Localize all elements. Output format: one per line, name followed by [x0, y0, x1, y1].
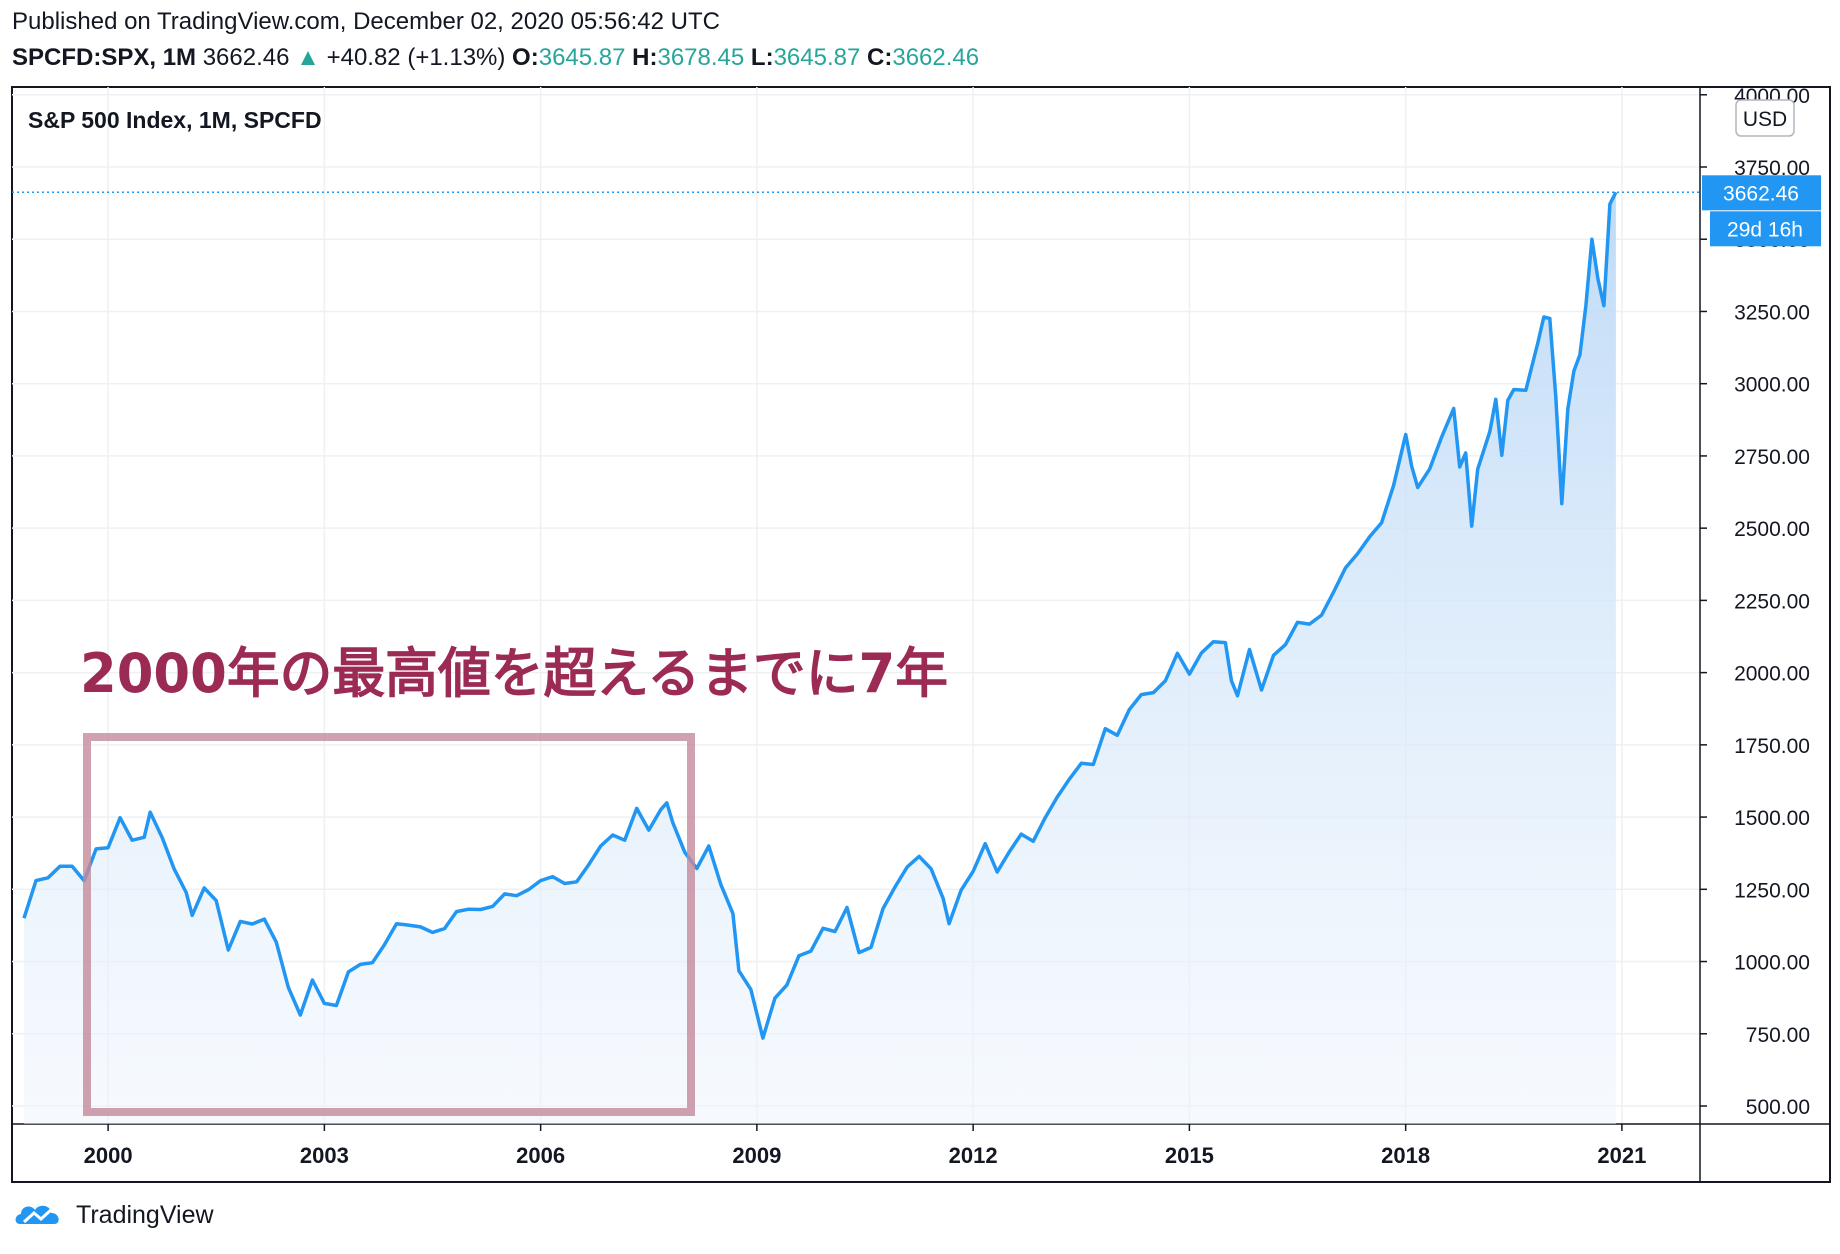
y-tick-label: 750.00 [1746, 1024, 1810, 1047]
x-tick-label: 2003 [300, 1143, 349, 1168]
low-label: L: [750, 44, 774, 71]
time-axis: 2000 2003 2006 2009 2012 2015 2018 2021 [84, 1124, 1646, 1168]
x-tick-label: 2012 [949, 1143, 998, 1168]
last-price-tag: 3662.46 29d 16h [1702, 175, 1821, 247]
chart-frame [11, 86, 1831, 1183]
annotation-box [83, 733, 695, 1116]
y-tick-label: 3750.00 [1734, 157, 1810, 180]
y-tick-label: 1500.00 [1734, 807, 1810, 830]
currency-badge[interactable]: USD [1735, 99, 1795, 137]
x-tick-label: 2009 [732, 1143, 781, 1168]
y-tick-label: 3250.00 [1734, 301, 1810, 324]
y-tick-label: 1750.00 [1734, 735, 1810, 758]
y-tick-label: 2500.00 [1734, 518, 1810, 541]
x-tick-label: 2015 [1165, 1143, 1214, 1168]
x-tick-label: 2006 [516, 1143, 565, 1168]
ohlc-line: SPCFD:SPX, 1M 3662.46 ▲ +40.82 (+1.13%) … [12, 44, 979, 72]
close-value: 3662.46 [892, 44, 980, 71]
y-tick-label: 500.00 [1746, 1096, 1810, 1119]
series-marks [12, 191, 1700, 1125]
high-label: H: [632, 44, 658, 71]
footer[interactable]: TradingView [14, 1200, 214, 1230]
symbol-label: SPCFD:SPX, 1M [12, 44, 197, 71]
annotation-text: 2000年の最高値を超えるまでに7年 [80, 642, 948, 705]
y-tick-label: 3000.00 [1734, 374, 1810, 397]
high-value: 3678.45 [657, 44, 745, 71]
x-tick-label: 2018 [1381, 1143, 1430, 1168]
low-value: 3645.87 [773, 44, 861, 71]
published-line: Published on TradingView.com, December 0… [12, 8, 720, 35]
currency-label: USD [1743, 108, 1787, 131]
up-arrow-icon: ▲ [296, 44, 320, 71]
countdown-tag: 29d 16h [1727, 218, 1803, 241]
legend-title: S&P 500 Index, 1M, SPCFD [28, 107, 322, 133]
y-tick-label: 2750.00 [1734, 446, 1810, 469]
open-value: 3645.87 [538, 44, 626, 71]
x-tick-label: 2000 [84, 1143, 133, 1168]
tradingview-logo-icon [15, 1205, 59, 1224]
series-line [22, 191, 1618, 1040]
price-change: +40.82 (+1.13%) [326, 44, 506, 71]
close-label: C: [867, 44, 893, 71]
y-tick-label: 2250.00 [1734, 590, 1810, 613]
open-label: O: [512, 44, 539, 71]
last-price-tag-value: 3662.46 [1723, 182, 1799, 205]
y-tick-label: 1000.00 [1734, 952, 1810, 975]
y-tick-label: 2000.00 [1734, 663, 1810, 686]
brand-name: TradingView [76, 1200, 214, 1229]
y-tick-label: 1250.00 [1734, 879, 1810, 902]
series-area-fill [24, 192, 1616, 1125]
last-price: 3662.46 [202, 44, 290, 71]
x-tick-label: 2021 [1597, 1143, 1646, 1168]
